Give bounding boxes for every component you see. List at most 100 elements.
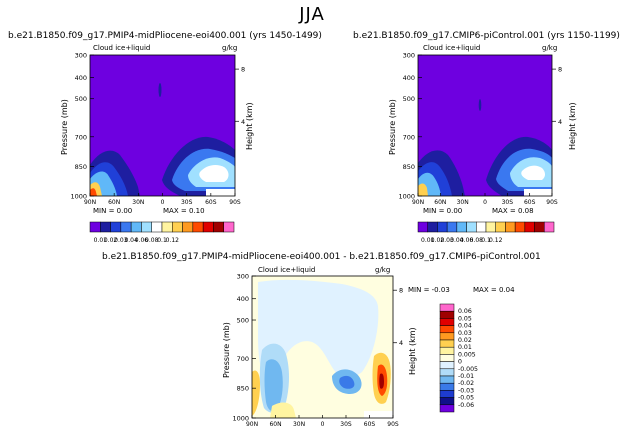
colorbar-swatch (439, 303, 455, 312)
panel2-nh-cloud-4 (418, 183, 428, 196)
colorbar-label: 0.06 (460, 237, 474, 244)
panel1-plot: 300 400 500 700 850 1000 8 4 90N 60N 30N 0 30S 60S 90S (70, 52, 245, 207)
colorbar-label: 0.04 (450, 237, 464, 244)
pressure-tick-label: 400 (75, 74, 87, 82)
colorbar-label: 0.03 (114, 237, 128, 244)
colorbar-label: 0 (458, 359, 462, 366)
colorbar-swatch (476, 221, 487, 233)
colorbar-swatch (514, 221, 526, 233)
panel1-missing-data (206, 189, 235, 196)
panel1-upper-cloud (158, 83, 162, 97)
colorbar-swatch (202, 221, 214, 233)
colorbar-swatch (141, 221, 152, 233)
colorbar-swatch (100, 221, 111, 233)
colorbar-swatch (110, 221, 122, 233)
pressure-tick-label: 700 (403, 133, 415, 141)
colorbar-label: 0.005 (458, 351, 476, 358)
colorbar-swatch (439, 397, 455, 406)
height-tick-label: 4 (241, 118, 245, 126)
colorbar-label: 0.03 (458, 330, 472, 337)
pressure-tick-label: 500 (237, 317, 249, 325)
colorbar-swatch (89, 221, 101, 233)
panel1-right-ylabel: Height (km) (245, 102, 254, 150)
colorbar-label: 0.03 (440, 237, 454, 244)
latitude-tick-label: 90S (229, 199, 241, 206)
colorbar-swatch (427, 221, 438, 233)
colorbar-swatch (534, 221, 545, 233)
colorbar-swatch (161, 221, 173, 233)
pressure-tick-label: 850 (403, 163, 415, 171)
panel3-plot: 300 400 500 700 850 1000 8 4 90N 60N 30N 0 30S 60S 90S (232, 273, 403, 429)
colorbar-swatch (524, 221, 535, 233)
colorbar-swatch (120, 221, 132, 233)
panel1-nh-cloud-5 (90, 188, 97, 196)
height-tick-label: 8 (241, 66, 245, 74)
pressure-tick-label: 300 (237, 273, 249, 281)
colorbar-swatch (439, 390, 455, 398)
pressure-tick-label: 1000 (70, 193, 87, 201)
colorbar-label: -0.06 (458, 402, 474, 409)
pressure-tick-label: 1000 (398, 193, 415, 201)
panel2-max: MAX = 0.08 (492, 207, 534, 215)
panel2-colorbar: 0.010.020.030.040.060.080.10.12 (417, 221, 555, 244)
pressure-tick-label: 700 (237, 355, 249, 363)
colorbar-swatch (439, 325, 455, 334)
colorbar-swatch (456, 221, 467, 233)
latitude-tick-label: 90N (84, 199, 96, 206)
colorbar-swatch (439, 375, 455, 384)
panel3-right-ylabel: Height (km) (408, 327, 417, 375)
colorbar-swatch (213, 221, 224, 233)
panel3-left-string: Cloud ice+liquid (258, 266, 316, 274)
panel3-negative-region-3 (264, 359, 283, 412)
colorbar-label: -0.03 (458, 387, 474, 394)
pressure-tick-label: 850 (75, 163, 87, 171)
colorbar-swatch (151, 221, 163, 233)
colorbar-label: 0.04 (458, 323, 472, 330)
latitude-tick-label: 30N (132, 199, 144, 206)
pressure-tick-label: 1000 (232, 415, 249, 423)
panel1-right-string: g/kg (222, 44, 238, 52)
colorbar-swatch (192, 221, 204, 233)
pressure-tick-label: 500 (403, 95, 415, 103)
colorbar-label: 0.08 (145, 237, 159, 244)
colorbar-label: 0.02 (104, 237, 118, 244)
panel3-positive-region-5 (379, 373, 384, 389)
colorbar-label: 0.06 (135, 237, 149, 244)
colorbar-swatch (439, 404, 455, 413)
colorbar-swatch (439, 361, 455, 370)
panel3-title: b.e21.B1850.f09_g17.PMIP4-midPliocene-eo… (102, 252, 541, 262)
latitude-tick-label: 60N (434, 199, 446, 206)
pressure-tick-label: 500 (75, 95, 87, 103)
panel1-ylabel: Pressure (mb) (60, 99, 69, 155)
latitude-tick-label: 0 (161, 199, 165, 206)
panel2-title: b.e21.B1850.f09_g17.CMIP6-piControl.001 … (353, 31, 620, 41)
panel1-title: b.e21.B1850.f09_g17.PMIP4-midPliocene-eo… (8, 31, 322, 41)
colorbar-label: 0.01 (94, 237, 108, 244)
colorbar-label: 0.12 (166, 237, 180, 244)
panel2-right-ylabel: Height (km) (568, 102, 577, 150)
colorbar-swatch (439, 339, 455, 348)
latitude-tick-label: 90S (546, 199, 558, 206)
colorbar-label: 0.02 (458, 337, 472, 344)
latitude-tick-label: 30S (502, 199, 514, 206)
colorbar-swatch (223, 221, 235, 233)
colorbar-swatch (485, 221, 496, 233)
latitude-tick-label: 90N (246, 421, 258, 428)
panel3-min: MIN = -0.03 (408, 286, 450, 294)
latitude-tick-label: 90N (412, 199, 424, 206)
pressure-tick-label: 300 (75, 52, 87, 60)
colorbar-label: -0.05 (458, 395, 474, 402)
colorbar-label: -0.02 (458, 380, 474, 387)
latitude-tick-label: 30N (457, 199, 469, 206)
colorbar-swatch (544, 221, 555, 233)
panel2-sh-cloud-4 (521, 165, 545, 180)
panel2-ylabel: Pressure (mb) (388, 99, 397, 155)
latitude-tick-label: 60N (108, 199, 120, 206)
colorbar-swatch (466, 221, 477, 233)
latitude-tick-label: 0 (321, 421, 325, 428)
pressure-tick-label: 400 (237, 295, 249, 303)
panel3-missing-data (364, 411, 393, 418)
panel1-colorbar: 0.010.020.030.040.060.080.10.12 (89, 221, 235, 244)
colorbar-label: 0.12 (489, 237, 503, 244)
latitude-tick-label: 90S (387, 421, 399, 428)
